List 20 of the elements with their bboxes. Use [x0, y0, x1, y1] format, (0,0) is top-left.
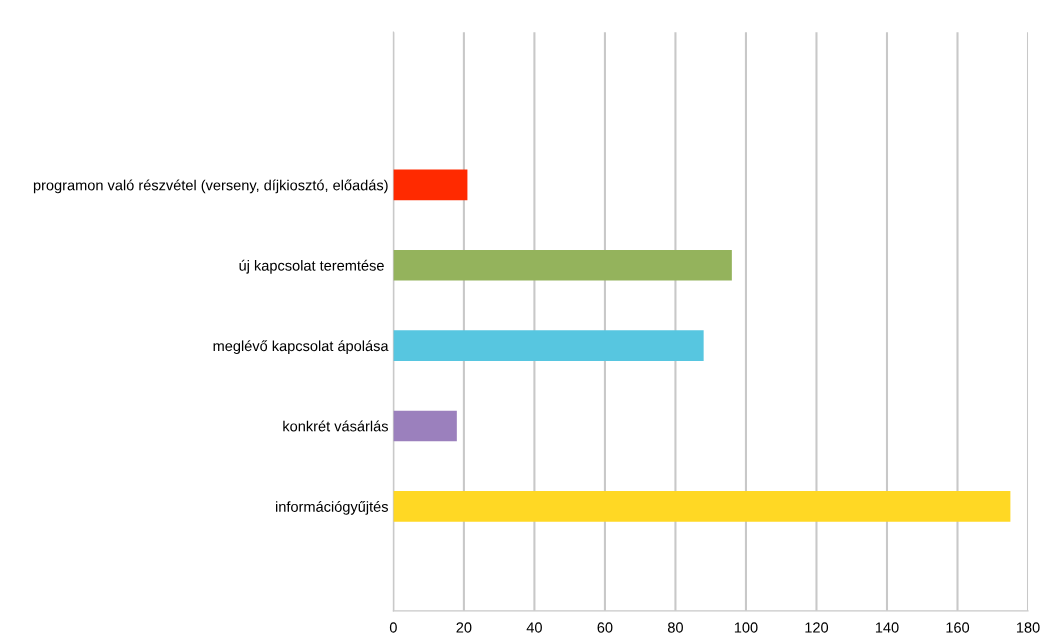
bar — [393, 169, 468, 201]
x-tick-label: 180 — [1016, 622, 1040, 633]
bar — [393, 249, 732, 281]
y-tick-label: programon való részvétel (verseny, díjkiosztó, előadás) — [33, 179, 388, 194]
x-tick-label: 160 — [946, 622, 970, 633]
x-tick-label: 140 — [875, 622, 899, 633]
bar — [393, 330, 704, 361]
bar — [393, 491, 1011, 522]
y-tick-label: meglévő kapcsolat ápolása — [213, 340, 389, 355]
x-tick-label: 60 — [597, 622, 613, 633]
x-tick-label: 20 — [456, 622, 472, 633]
x-tick-label: 80 — [667, 622, 683, 633]
y-tick-label: új kapcsolat teremtése — [239, 259, 384, 274]
y-tick-label: információgyűjtés — [276, 500, 388, 515]
x-tick-label: 0 — [389, 622, 397, 633]
y-tick-label: konkrét vásárlás — [283, 420, 388, 432]
x-tick-label: 120 — [805, 622, 829, 633]
bar — [393, 410, 457, 442]
x-tick-label: 100 — [734, 622, 758, 633]
x-tick-label: 40 — [526, 622, 542, 633]
